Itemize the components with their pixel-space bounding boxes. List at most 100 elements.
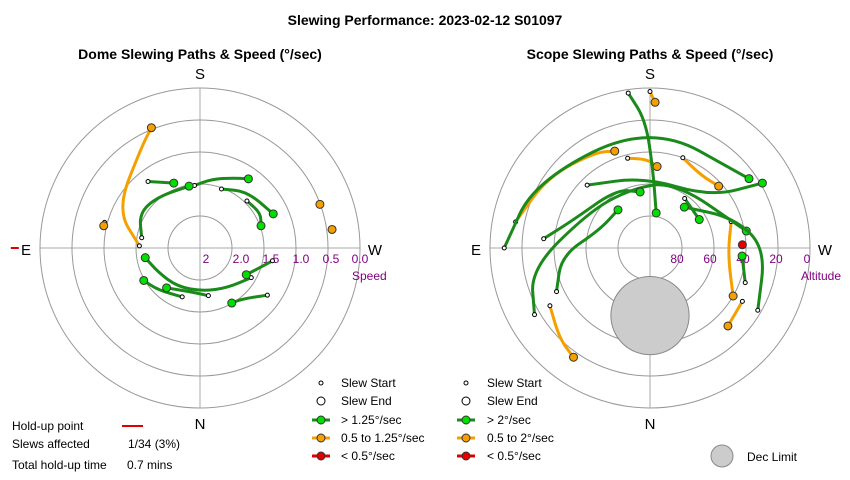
dome-subtitle: Dome Slewing Paths & Speed (°/sec) bbox=[78, 46, 322, 62]
holdup-summary: Hold-up point Slews affected 1/34 (3%) T… bbox=[12, 419, 180, 472]
dome-tick-label: 2 bbox=[203, 252, 210, 266]
dome-tick-label: 0.5 bbox=[323, 252, 340, 266]
scope-slew-end bbox=[635, 187, 645, 197]
dome-slew-start bbox=[145, 178, 151, 184]
scope-slew-path bbox=[681, 156, 721, 188]
legend-label: < 0.5°/sec bbox=[341, 449, 395, 463]
scope-slew-end bbox=[714, 181, 724, 191]
dome-compass-w: W bbox=[368, 242, 383, 259]
legend-start-swatch bbox=[318, 380, 324, 386]
scope-legend: Slew Start Slew End > 2°/sec 0.5 to 2°/s… bbox=[457, 376, 554, 463]
scope-slew-start bbox=[647, 89, 653, 95]
scope-slew-start bbox=[547, 303, 553, 309]
dome-radial-ticks: 2 2.0 1.5 1.0 0.5 0.0 Speed bbox=[203, 252, 387, 283]
scope-slew-end bbox=[694, 215, 704, 225]
legend-label: Slew End bbox=[487, 394, 538, 408]
scope-slew-path bbox=[626, 91, 658, 215]
scope-slew-end bbox=[651, 208, 661, 218]
dome-tick-label: 0.0 bbox=[352, 252, 369, 266]
scope-subtitle: Scope Slewing Paths & Speed (°/sec) bbox=[527, 46, 774, 62]
dome-legend: Slew Start Slew End > 1.25°/sec 0.5 to 1… bbox=[312, 376, 425, 463]
scope-slew-end bbox=[650, 97, 660, 107]
figure-title: Slewing Performance: 2023-02-12 S01097 bbox=[288, 12, 563, 28]
scope-slew-path bbox=[542, 189, 642, 241]
dome-slew-end bbox=[139, 275, 149, 285]
scope-slew-start bbox=[541, 236, 547, 242]
scope-radial-ticks: 80 60 40 20 0 Altitude bbox=[670, 252, 841, 283]
scope-slew-end bbox=[757, 178, 767, 188]
scope-slew-start bbox=[625, 155, 631, 161]
scope-tick-label: 80 bbox=[670, 252, 684, 266]
scope-slew-start bbox=[680, 155, 686, 161]
scope-slew-end bbox=[723, 321, 733, 331]
dome-slew-end bbox=[241, 270, 251, 280]
scope-slew-start bbox=[554, 289, 560, 295]
legend-label: Slew Start bbox=[341, 376, 396, 390]
polar-ring bbox=[103, 151, 297, 345]
legend-fast-swatch bbox=[316, 415, 326, 425]
dome-slew-end bbox=[256, 221, 266, 231]
dome-tick-label: 2.0 bbox=[233, 252, 250, 266]
scope-slew-path bbox=[531, 183, 748, 317]
scope-chart: Scope Slewing Paths & Speed (°/sec) S N … bbox=[471, 46, 841, 433]
scope-slew-end bbox=[737, 251, 747, 261]
dec-limit-label: Dec Limit bbox=[747, 450, 798, 464]
dome-compass-e: E bbox=[21, 242, 31, 259]
dec-limit-zone bbox=[610, 275, 690, 356]
dome-slew-path bbox=[230, 293, 269, 305]
dome-chart: Dome Slewing Paths & Speed (°/sec) S N E… bbox=[10, 46, 387, 433]
polar-ring bbox=[167, 215, 233, 281]
scope-slew-start bbox=[742, 280, 748, 286]
scope-slew-path bbox=[585, 178, 764, 195]
scope-slew-start bbox=[532, 312, 538, 318]
scope-compass-e: E bbox=[471, 242, 481, 259]
scope-paths bbox=[501, 89, 767, 362]
scope-tick-label: 60 bbox=[703, 252, 717, 266]
dome-slew-end bbox=[184, 181, 194, 191]
legend-start-swatch bbox=[463, 380, 469, 386]
dome-slew-start bbox=[139, 235, 145, 241]
dome-compass-n: N bbox=[195, 416, 206, 433]
dec-limit-legend: Dec Limit bbox=[710, 444, 798, 468]
slews-affected-value: 1/34 (3%) bbox=[128, 437, 180, 451]
legend-label: 0.5 to 2°/sec bbox=[487, 431, 554, 445]
dome-slew-path bbox=[193, 176, 250, 187]
dome-slew-start bbox=[136, 243, 142, 249]
scope-slew-end bbox=[744, 174, 754, 184]
legend-end-swatch bbox=[461, 396, 471, 406]
dome-slew-end bbox=[140, 253, 150, 263]
legend-fast-swatch bbox=[461, 415, 471, 425]
dome-slew-start bbox=[218, 186, 224, 192]
dome-slew-path bbox=[138, 184, 191, 240]
holdup-time-value: 0.7 mins bbox=[127, 458, 172, 472]
dome-slew-start bbox=[179, 294, 185, 300]
legend-slow-swatch bbox=[316, 451, 326, 461]
dome-slew-end bbox=[268, 209, 278, 219]
legend-slow-swatch bbox=[461, 451, 471, 461]
scope-slew-path bbox=[555, 208, 620, 294]
dome-radial-title: Speed bbox=[352, 269, 387, 283]
dome-paths bbox=[99, 123, 337, 308]
dome-slew-start bbox=[264, 292, 270, 298]
dec-limit-swatch bbox=[710, 444, 734, 468]
legend-label: Slew End bbox=[341, 394, 392, 408]
legend-label: < 0.5°/sec bbox=[487, 449, 541, 463]
legend-mid-swatch bbox=[316, 433, 326, 443]
scope-compass-w: W bbox=[818, 242, 833, 259]
polar-ring bbox=[39, 87, 361, 409]
legend-label: > 1.25°/sec bbox=[341, 413, 402, 427]
legend-label: 0.5 to 1.25°/sec bbox=[341, 431, 425, 445]
dome-slew-end bbox=[162, 283, 172, 293]
scope-slew-end bbox=[652, 162, 662, 172]
slews-affected-label: Slews affected bbox=[12, 437, 90, 451]
dome-slew-end bbox=[169, 178, 179, 188]
scope-slew-start bbox=[625, 90, 631, 96]
legend-label: Slew Start bbox=[487, 376, 542, 390]
scope-slew-path bbox=[727, 220, 735, 298]
dome-slew-end bbox=[227, 298, 237, 308]
legend-end-swatch bbox=[316, 396, 326, 406]
scope-slew-end bbox=[569, 352, 579, 362]
scope-compass-n: N bbox=[645, 416, 656, 433]
dome-slew-start bbox=[205, 293, 211, 299]
